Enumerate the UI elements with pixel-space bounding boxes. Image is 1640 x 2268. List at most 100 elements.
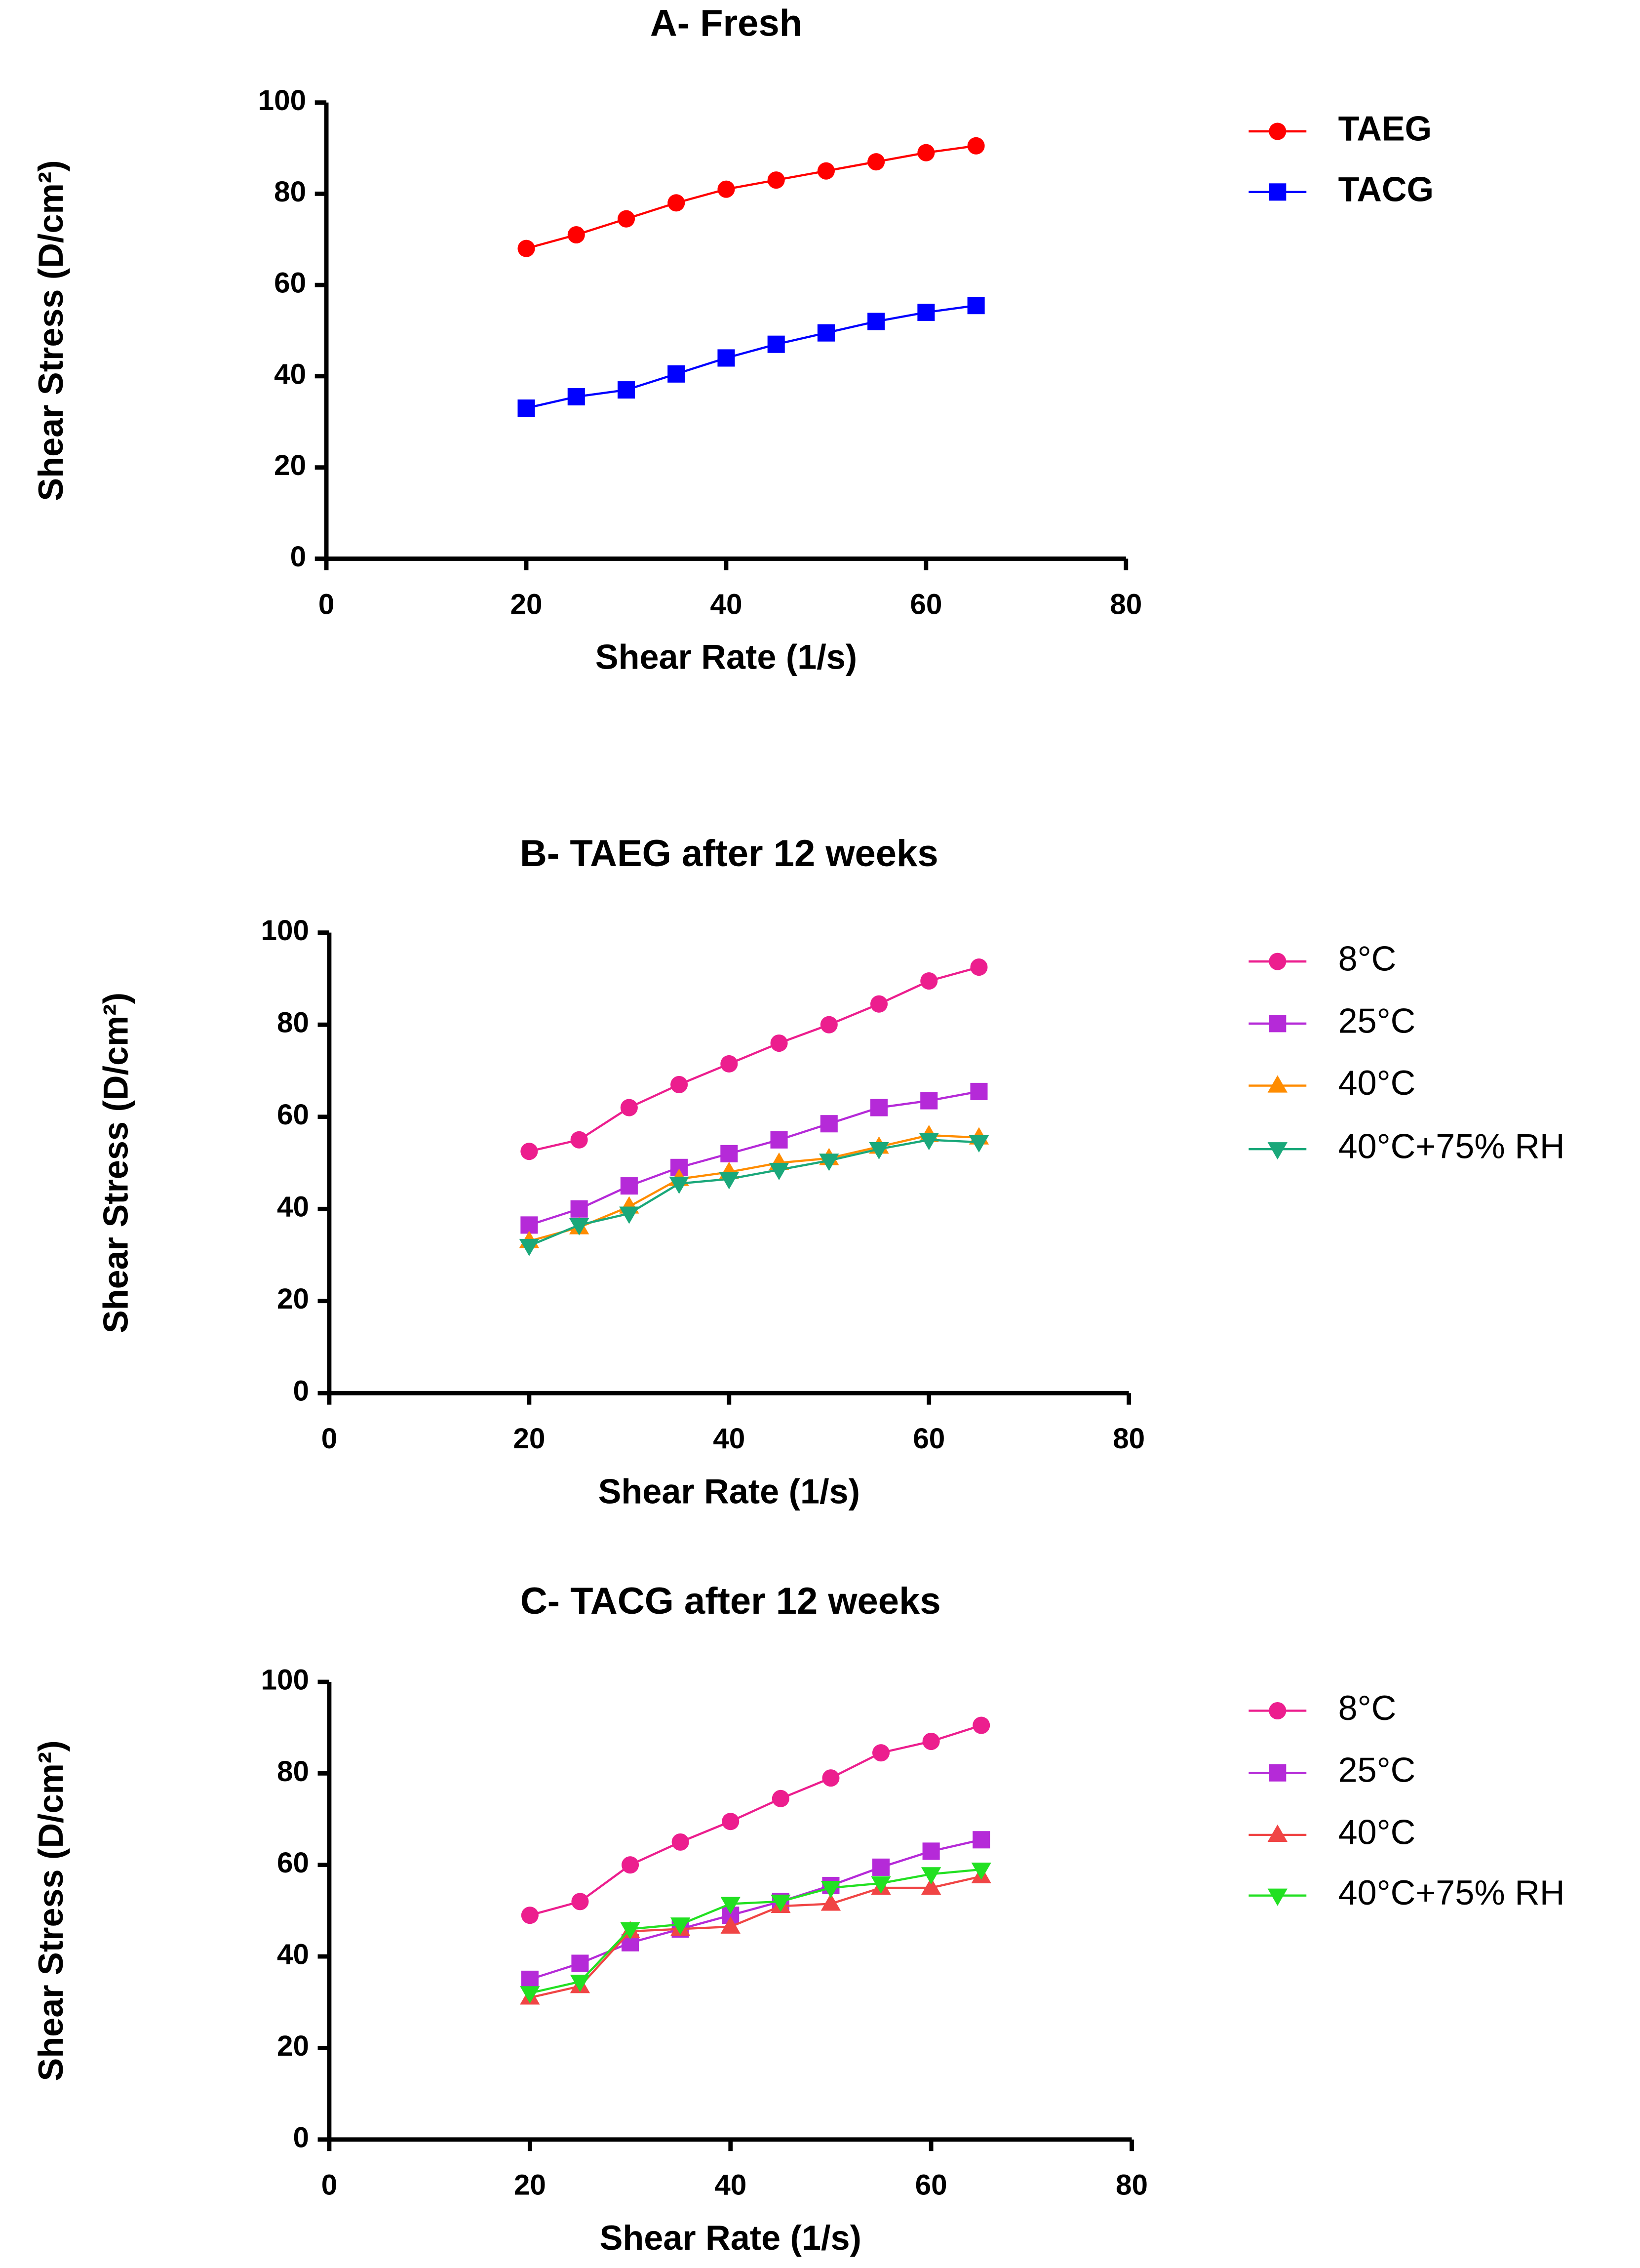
x-tick-label: 20 — [514, 2169, 546, 2201]
data-point — [620, 1099, 638, 1116]
data-point — [970, 958, 988, 976]
x-tick-label: 20 — [513, 1423, 545, 1455]
data-point — [517, 399, 535, 417]
data-point — [519, 1238, 540, 1256]
x-tick-label: 60 — [913, 1423, 945, 1455]
data-point — [667, 194, 685, 212]
legend-marker — [1269, 1764, 1287, 1782]
y-tick-label: 60 — [274, 267, 306, 299]
y-axis-label: Shear Stress (D/cm²) — [31, 160, 70, 501]
y-tick-label: 40 — [277, 1191, 309, 1223]
y-tick-label: 20 — [277, 2030, 309, 2062]
y-tick-label: 60 — [277, 1847, 309, 1879]
y-tick-label: 40 — [277, 1939, 309, 1971]
y-tick-label: 100 — [261, 915, 309, 947]
series-line — [529, 1724, 982, 1916]
y-tick-label: 40 — [274, 358, 306, 390]
data-point — [622, 1856, 639, 1874]
series-line — [529, 1139, 979, 1247]
data-point — [517, 239, 535, 257]
y-tick-label: 0 — [293, 2121, 310, 2153]
legend-label: 25°C — [1338, 1751, 1416, 1790]
data-point — [820, 1016, 838, 1034]
data-point — [870, 995, 888, 1013]
data-point — [870, 1099, 888, 1116]
data-point — [717, 180, 735, 198]
data-point — [520, 1143, 538, 1160]
data-point — [820, 1881, 841, 1899]
series-line — [526, 304, 976, 409]
y-tick-label: 20 — [274, 449, 306, 481]
legend-label: 40°C+75% RH — [1338, 1127, 1565, 1166]
data-point — [969, 1135, 989, 1153]
data-point — [772, 1790, 789, 1807]
data-point — [720, 1055, 738, 1073]
data-point — [871, 1876, 891, 1894]
data-point — [921, 1867, 941, 1885]
data-point — [767, 335, 785, 353]
y-tick-label: 0 — [290, 541, 307, 573]
series-line — [529, 1090, 979, 1226]
chart-title: C- TACG after 12 weeks — [520, 1580, 941, 1622]
data-point — [570, 1200, 588, 1218]
x-tick-label: 60 — [910, 588, 942, 620]
x-tick-label: 60 — [915, 2169, 947, 2201]
data-point — [569, 1218, 589, 1235]
data-point — [717, 349, 735, 367]
data-point — [570, 1131, 588, 1149]
legend-marker — [1267, 1824, 1288, 1842]
x-tick-label: 80 — [1113, 1423, 1145, 1455]
data-point — [570, 1975, 590, 1992]
x-tick-label: 0 — [321, 1423, 338, 1455]
data-point — [617, 210, 635, 228]
legend-label: 40°C — [1338, 1812, 1416, 1851]
data-point — [722, 1813, 740, 1830]
series-line — [529, 1875, 982, 1999]
y-tick-label: 80 — [277, 1755, 309, 1788]
data-point — [771, 1894, 791, 1912]
series-line — [529, 966, 979, 1153]
legend-marker — [1269, 953, 1287, 970]
y-tick-label: 60 — [277, 1099, 309, 1131]
data-point — [817, 324, 835, 342]
legend-marker — [1267, 1142, 1288, 1160]
data-point — [917, 304, 935, 321]
legend-marker — [1269, 1015, 1287, 1033]
data-point — [967, 137, 985, 155]
data-point — [567, 388, 585, 406]
data-point — [619, 1206, 639, 1224]
data-point — [720, 1916, 741, 1934]
data-point — [521, 1970, 539, 1988]
x-axis-label: Shear Rate (1/s) — [595, 637, 857, 676]
y-tick-label: 0 — [293, 1375, 310, 1407]
legend-marker — [1267, 1888, 1288, 1906]
data-point — [670, 1075, 688, 1093]
series-line — [529, 1838, 982, 1981]
data-point — [720, 1897, 741, 1914]
legend-marker — [1269, 122, 1287, 140]
data-point — [769, 1162, 789, 1181]
data-point — [872, 1858, 890, 1876]
x-axis-label: Shear Rate (1/s) — [598, 1472, 860, 1511]
data-point — [973, 1716, 990, 1734]
x-tick-label: 0 — [321, 2169, 338, 2201]
data-point — [671, 1833, 689, 1851]
data-point — [817, 162, 835, 180]
data-point — [719, 1172, 739, 1190]
series-line — [526, 145, 976, 250]
legend-label: 8°C — [1338, 939, 1397, 978]
series-line — [529, 1868, 981, 1994]
data-point — [571, 1893, 589, 1910]
y-tick-label: 80 — [274, 176, 306, 208]
data-point — [820, 1893, 841, 1911]
data-point — [967, 297, 985, 315]
data-point — [770, 1131, 788, 1149]
data-point — [822, 1769, 840, 1787]
y-tick-label: 20 — [277, 1283, 309, 1315]
data-point — [872, 1744, 890, 1762]
y-tick-label: 100 — [258, 84, 307, 117]
series-line — [529, 1134, 979, 1242]
data-point — [919, 1133, 939, 1151]
legend-label: TACG — [1338, 169, 1434, 208]
